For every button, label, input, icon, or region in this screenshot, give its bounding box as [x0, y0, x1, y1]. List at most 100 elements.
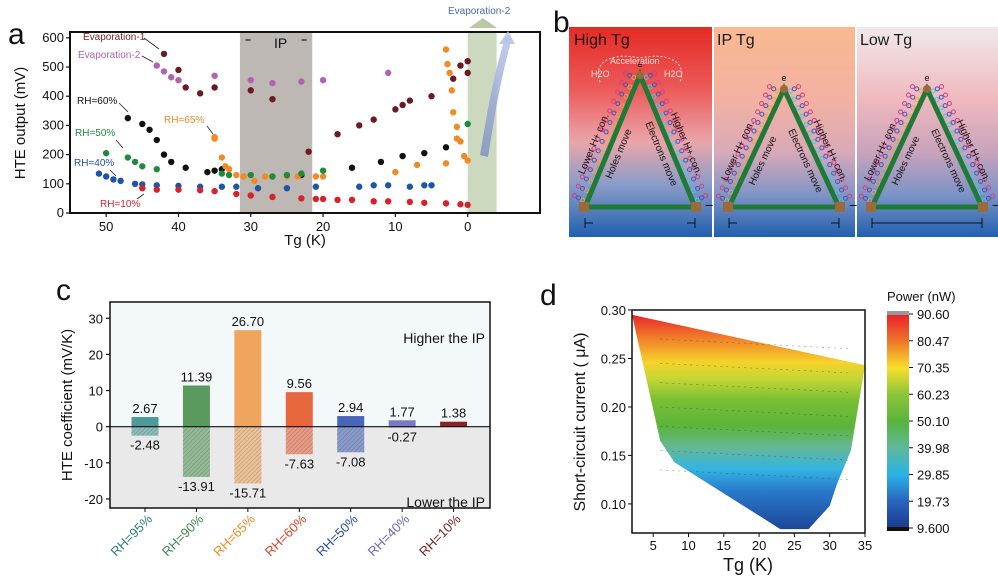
subpanel-low-tg-background — [857, 27, 998, 237]
panel-d-plot-frame — [631, 309, 866, 534]
ion-bead-icon — [739, 143, 745, 149]
ion-bead-icon — [898, 120, 904, 126]
data-point-evaporation-1 — [450, 75, 457, 82]
y-axis-title: Short-circuit current ( μA) — [572, 332, 589, 511]
ion-bead-icon — [815, 136, 821, 142]
data-point-rh-10- — [334, 196, 341, 204]
data-point-rh-60- — [211, 167, 218, 174]
shaded-region-ip — [239, 32, 313, 213]
ion-bead-icon — [894, 128, 900, 134]
ion-bead-icon — [870, 179, 876, 185]
ion-bead-icon — [759, 111, 765, 117]
ion-bead-icon — [970, 151, 976, 157]
category-label: RH=65% — [210, 511, 258, 559]
ion-bead-icon — [946, 100, 952, 106]
y-axis-title: HTE output (mV) — [12, 67, 29, 180]
ion-bead-icon — [894, 139, 900, 145]
data-point-rh-40- — [370, 182, 377, 189]
ion-bead-icon — [799, 113, 805, 119]
data-point-rh-65- — [233, 171, 240, 179]
data-point-rh-40- — [428, 182, 435, 189]
y-tick-label: 300 — [42, 117, 64, 132]
ion-bead-icon — [690, 188, 696, 194]
data-point-rh-50- — [225, 171, 233, 179]
ion-bead-icon — [655, 91, 661, 97]
ion-bead-icon — [815, 126, 821, 132]
data-point-rh-65- — [460, 152, 468, 160]
annotation-rh-40: RH=40% — [74, 158, 114, 169]
x-tick-label: 35 — [858, 538, 872, 553]
data-point-rh-40- — [233, 183, 240, 190]
ion-bead-icon — [727, 168, 733, 174]
data-point-rh-10- — [247, 192, 254, 199]
colorbar-gradient — [887, 315, 909, 527]
panel-c-plot-frame — [109, 301, 491, 509]
data-point-rh-65- — [262, 173, 269, 180]
x-tick-label: 5 — [650, 538, 657, 553]
data-point-rh-40- — [254, 184, 262, 192]
data-point-rh-40- — [283, 184, 291, 192]
ion-bead-icon — [827, 151, 833, 157]
ion-bead-icon — [827, 162, 833, 168]
ion-bead-icon — [731, 170, 737, 176]
x-tick-label: 10 — [388, 219, 402, 234]
ion-bead-icon — [882, 153, 888, 159]
ion-bead-icon — [723, 176, 729, 182]
ion-bead-icon — [882, 164, 888, 170]
ion-bead-icon — [763, 113, 769, 119]
bar-positive — [388, 420, 416, 427]
x-tick-label: 30 — [822, 538, 836, 553]
data-point-rh-10- — [153, 186, 160, 193]
panel-label-c: c — [56, 274, 71, 307]
ion-bead-icon — [735, 151, 741, 157]
x-axis-title: Tg (K) — [284, 232, 326, 249]
data-point-rh-65- — [392, 168, 399, 176]
bar-positive — [234, 330, 262, 427]
ion-bead-icon — [623, 82, 629, 88]
ion-bead-icon — [863, 195, 869, 201]
ion-bead-icon — [603, 117, 609, 123]
ion-bead-icon — [739, 153, 745, 159]
ion-bead-icon — [909, 84, 915, 90]
ion-bead-icon — [958, 147, 964, 153]
data-point-evaporation-1 — [464, 57, 471, 65]
data-point-rh-65- — [450, 109, 457, 116]
ion-bead-icon — [878, 151, 884, 157]
triangle-frame — [868, 83, 986, 210]
annotation-arrow — [118, 102, 129, 113]
ion-bead-icon — [886, 134, 892, 140]
ion-bead-icon — [954, 117, 960, 123]
category-label: RH=95% — [107, 511, 155, 559]
data-point-rh-40- — [384, 182, 392, 189]
data-point-rh-40- — [312, 183, 320, 190]
ion-bead-icon — [934, 96, 940, 102]
ion-bead-icon — [942, 92, 948, 98]
ion-bead-icon — [595, 136, 601, 142]
ion-bead-icon — [615, 89, 621, 95]
annotation-arrow — [141, 55, 154, 63]
ion-bead-icon — [592, 169, 598, 175]
ion-bead-icon — [682, 169, 688, 175]
bar-positive — [182, 385, 210, 427]
bar-positive — [337, 416, 365, 427]
ion-bead-icon — [858, 193, 864, 199]
panel-label-b: b — [553, 6, 570, 39]
trend-arrow-icon — [480, 38, 512, 157]
annotation-rh-50: RH=50% — [75, 128, 115, 139]
trend-arrow-head-icon — [499, 31, 515, 44]
region-label-higher-ip: Higher the IP — [403, 330, 485, 346]
contour-line — [660, 382, 851, 393]
ion-bead-icon — [627, 84, 633, 90]
data-point-evaporation-2 — [153, 62, 160, 69]
data-point-rh-40- — [406, 183, 414, 190]
ion-bead-icon — [982, 187, 988, 193]
ion-bead-icon — [591, 157, 597, 163]
ion-bead-icon — [576, 195, 582, 201]
ion-bead-icon — [958, 126, 964, 132]
y-tick-label: 500 — [42, 59, 64, 74]
ion-bead-icon — [966, 153, 972, 159]
ion-bead-icon — [942, 113, 948, 119]
panel-a-plot-frame — [69, 31, 541, 214]
data-point-rh-50- — [102, 149, 110, 157]
ion-bead-icon — [619, 103, 625, 109]
